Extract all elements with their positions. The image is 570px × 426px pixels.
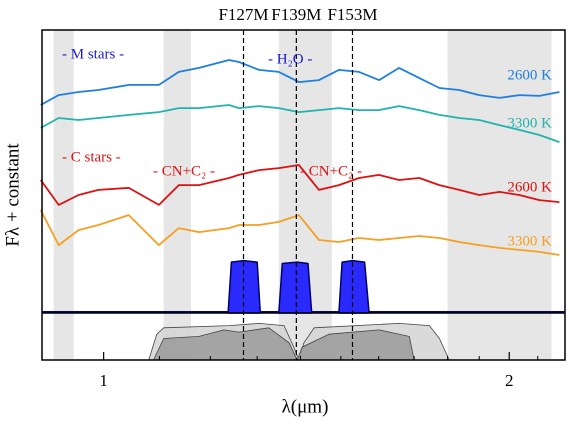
series-label: 2600 K xyxy=(507,179,552,195)
annotation: - H₂O - xyxy=(268,51,312,67)
annotation: - C stars - xyxy=(62,149,121,165)
series-label: 3300 K xyxy=(507,115,552,131)
filter-curve xyxy=(278,261,313,314)
spectrum-line xyxy=(40,59,560,106)
spectrum-line xyxy=(39,209,560,256)
x-tick-label: 1 xyxy=(99,371,108,390)
band xyxy=(53,30,74,360)
filter-name: F139M xyxy=(271,5,321,24)
spectrum-line xyxy=(40,104,560,143)
plot-frame xyxy=(41,29,566,361)
filter-curve xyxy=(227,259,262,314)
spectrum-line xyxy=(39,164,560,206)
annotation: - CN+C₂ - xyxy=(300,163,362,179)
series-label: 3300 K xyxy=(507,233,552,249)
x-tick-label: 2 xyxy=(505,371,514,390)
transmission-curve xyxy=(152,327,415,362)
filter-curve xyxy=(338,259,370,314)
y-axis-label: Fλ + constant xyxy=(2,143,23,247)
band xyxy=(447,30,552,360)
annotation: - M stars - xyxy=(62,46,124,62)
filter-name: F127M xyxy=(218,5,268,24)
annotation: - CN+C₂ - xyxy=(153,163,215,179)
x-axis-label: λ(μm) xyxy=(282,396,329,417)
filter-name: F153M xyxy=(327,5,377,24)
series-label: 2600 K xyxy=(507,67,552,83)
